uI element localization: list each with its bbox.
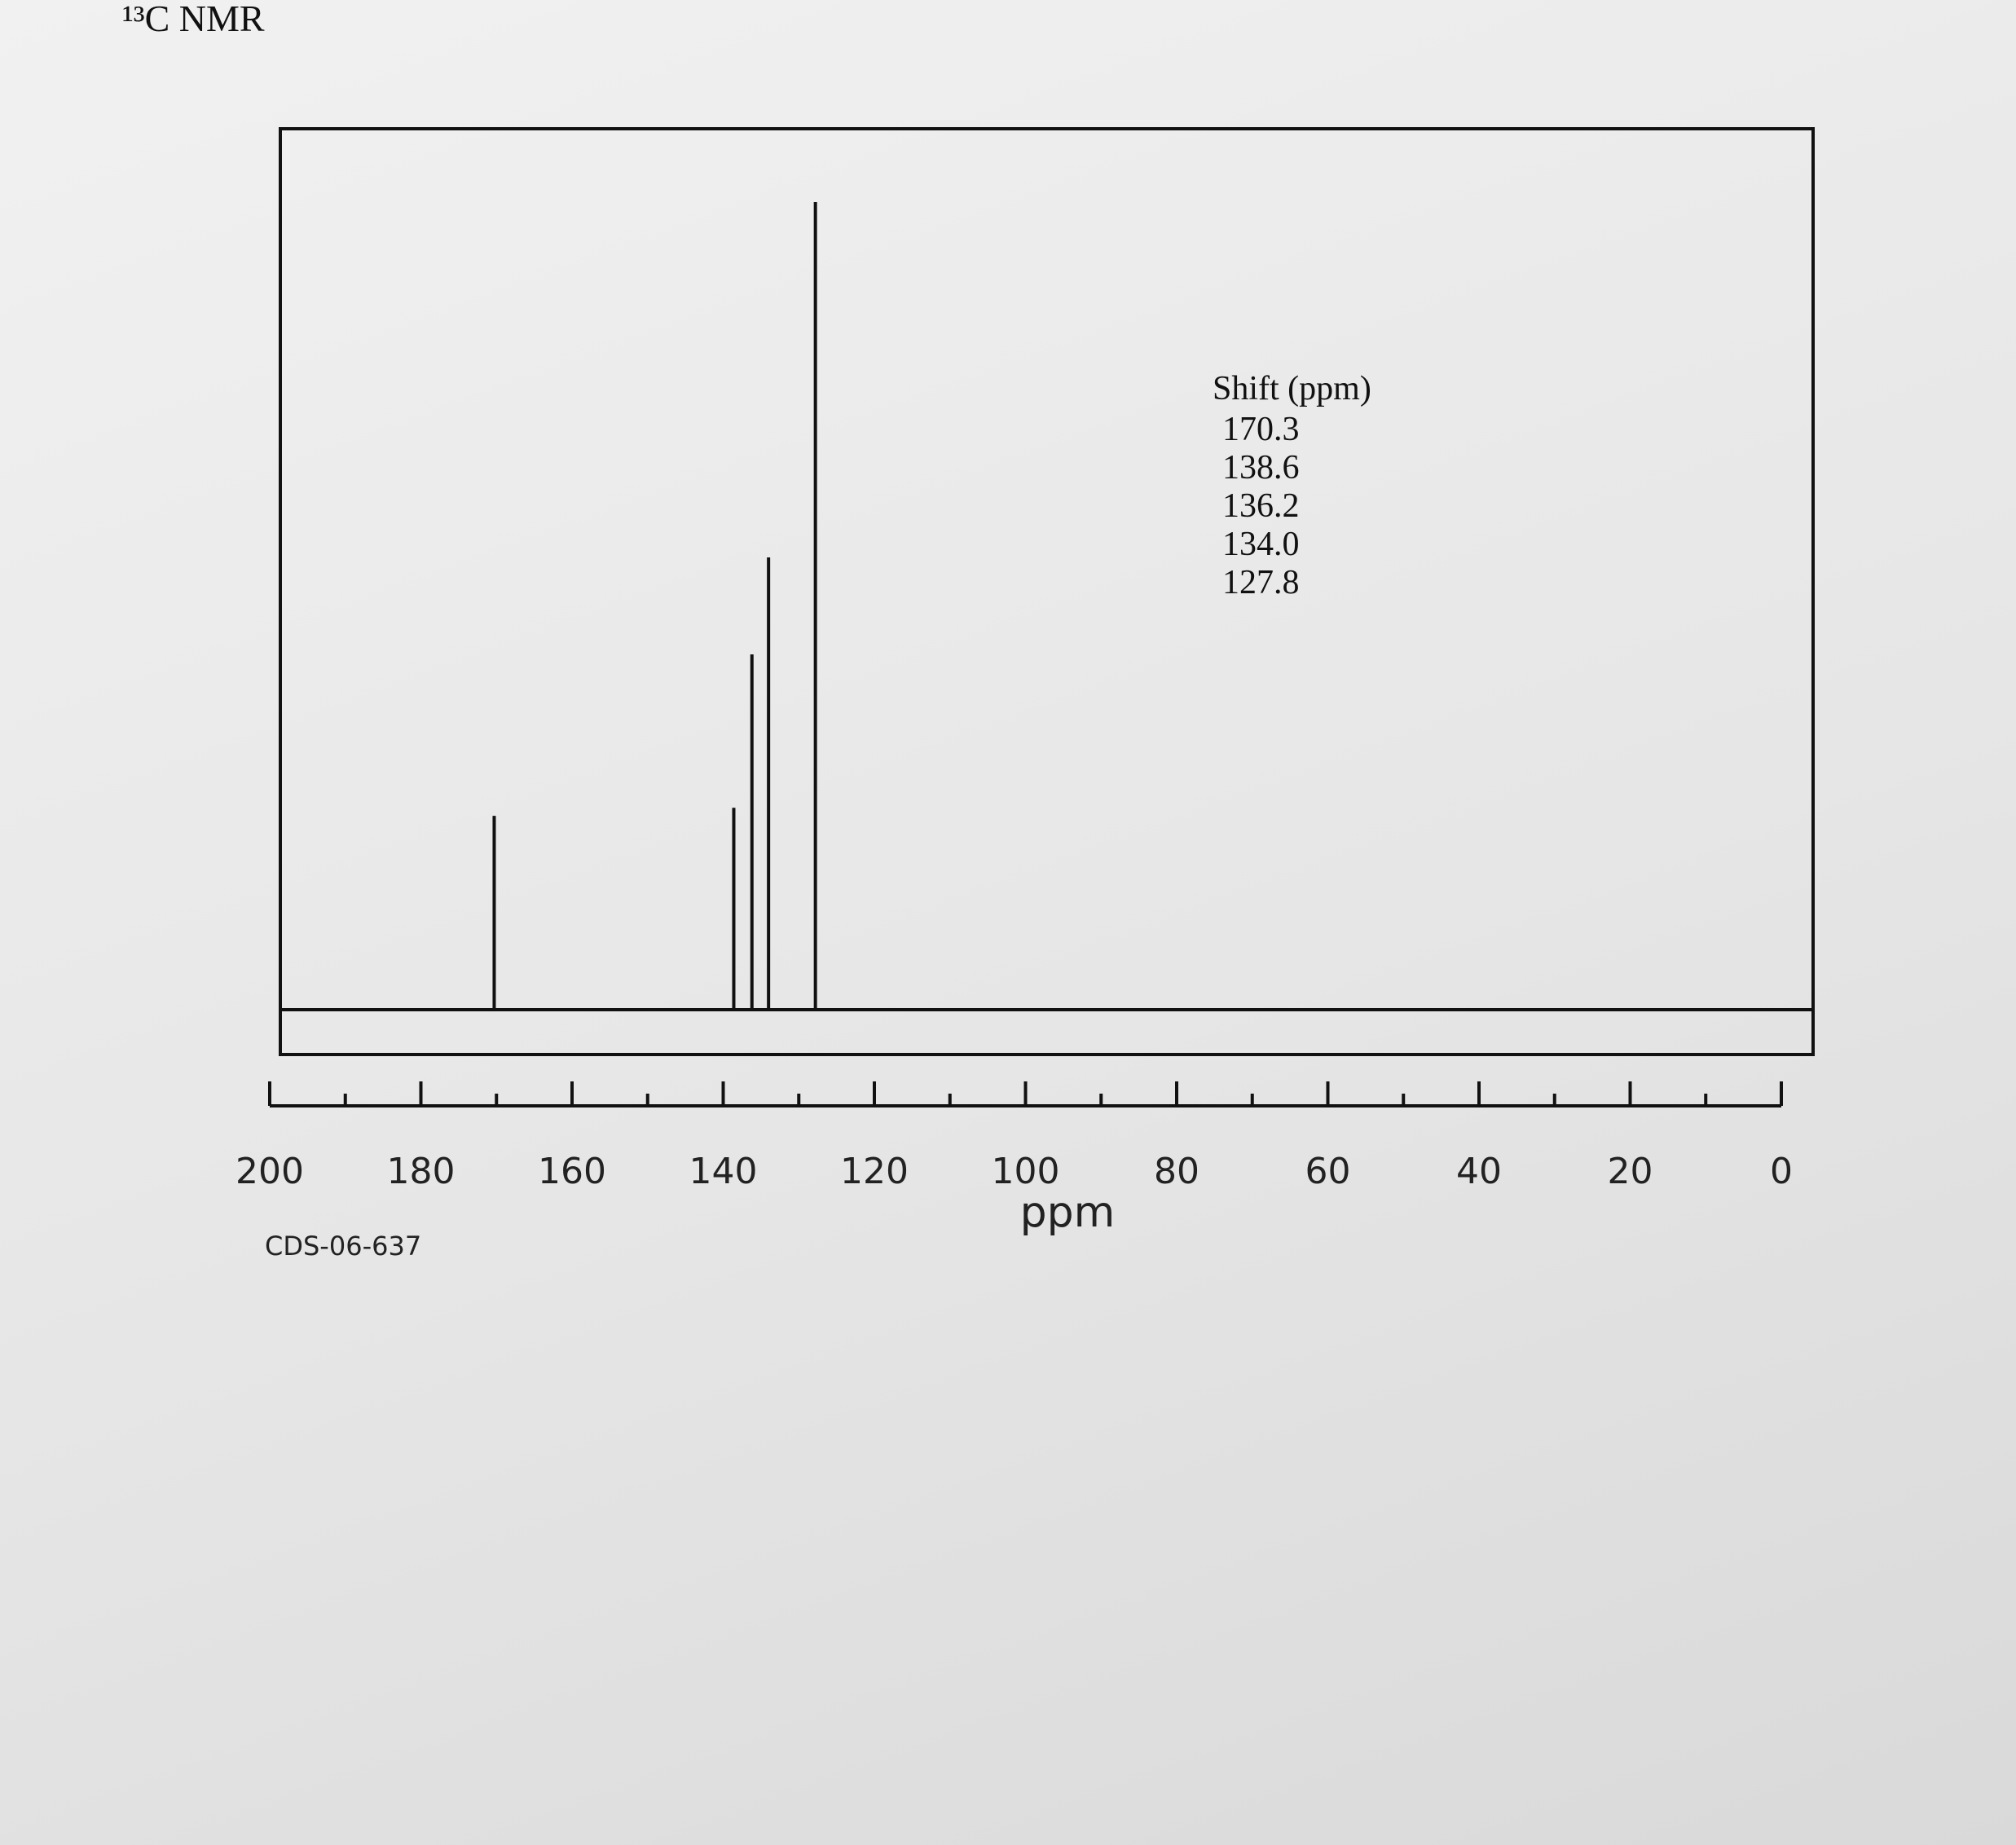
x-tick-label: 0 (1770, 1151, 1793, 1192)
table-value: 138.6 (1222, 449, 1300, 487)
table-value: 170.3 (1222, 411, 1300, 448)
table-header: Shift (ppm) (1213, 370, 1371, 407)
annotation: CDS-06-637 (265, 1231, 421, 1262)
table-value: 127.8 (1222, 564, 1300, 601)
x-tick-label: 120 (840, 1151, 909, 1192)
x-tick-label: 160 (538, 1151, 606, 1192)
table-value: 136.2 (1222, 487, 1300, 525)
x-tick-label: 140 (689, 1151, 758, 1192)
plot-frame (279, 127, 1815, 1056)
x-tick-label: 60 (1305, 1151, 1351, 1192)
x-tick-label: 200 (235, 1151, 304, 1192)
table-value: 134.0 (1222, 526, 1300, 563)
x-axis-label: ppm (1020, 1188, 1116, 1237)
x-tick-label: 180 (387, 1151, 456, 1192)
x-tick-label: 100 (992, 1151, 1060, 1192)
x-tick-label: 80 (1154, 1151, 1199, 1192)
x-tick-label: 40 (1456, 1151, 1502, 1192)
x-tick-label: 20 (1608, 1151, 1653, 1192)
chart-title: ¹³C NMR (122, 0, 265, 39)
